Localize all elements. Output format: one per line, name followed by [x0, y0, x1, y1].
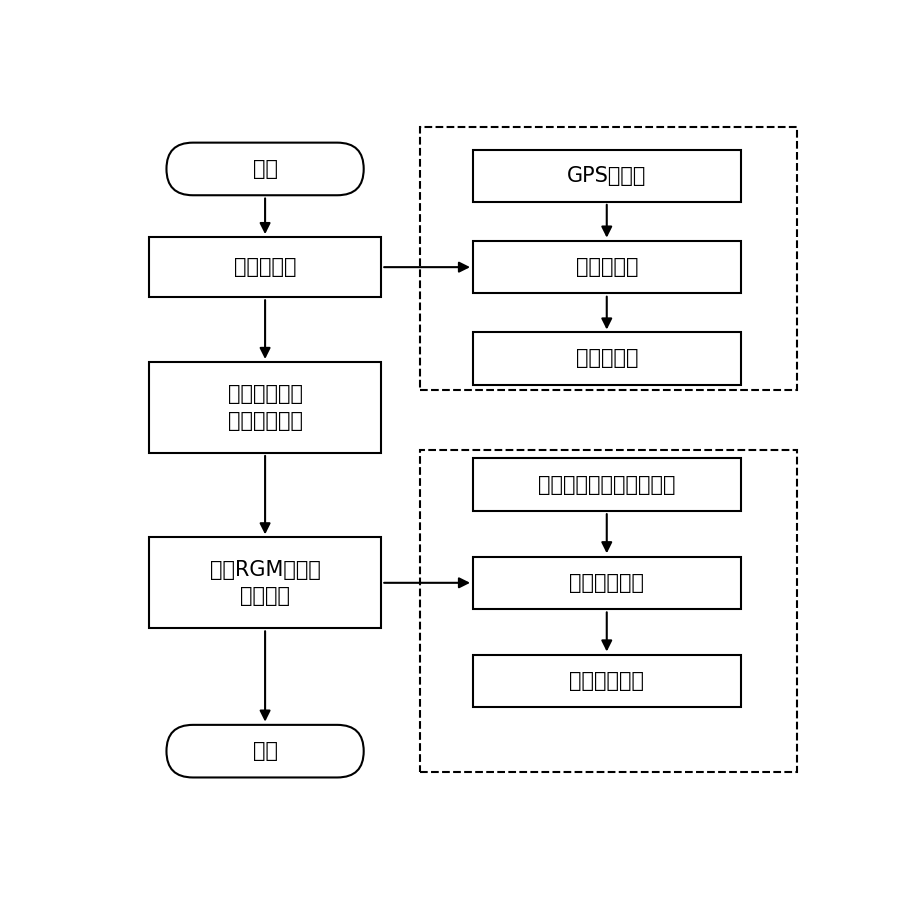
Text: 基于多尺度定
位的裂纹映射: 基于多尺度定 位的裂纹映射	[227, 384, 303, 431]
Text: 多尺度定位: 多尺度定位	[234, 257, 296, 277]
FancyBboxPatch shape	[473, 332, 741, 384]
Text: 图像级定位: 图像级定位	[575, 257, 638, 277]
FancyBboxPatch shape	[166, 725, 364, 777]
Bar	[420, 449, 797, 773]
Bar	[420, 127, 797, 390]
FancyBboxPatch shape	[149, 238, 382, 297]
Text: 像素级定位: 像素级定位	[575, 348, 638, 368]
FancyBboxPatch shape	[473, 241, 741, 293]
Text: 结束: 结束	[253, 742, 277, 762]
FancyBboxPatch shape	[473, 458, 741, 511]
Text: 基于RGM的历史
裂缝分析: 基于RGM的历史 裂缝分析	[210, 559, 321, 606]
FancyBboxPatch shape	[473, 149, 741, 202]
Text: 生长裂纹分析: 生长裂纹分析	[569, 671, 644, 691]
FancyBboxPatch shape	[166, 143, 364, 195]
Text: GPS初定位: GPS初定位	[567, 166, 646, 186]
Text: 高斯模型构建: 高斯模型构建	[569, 573, 644, 593]
FancyBboxPatch shape	[149, 362, 382, 453]
FancyBboxPatch shape	[149, 537, 382, 629]
Text: 开始: 开始	[253, 159, 277, 179]
Text: 历史裂纹灰度值分布分析: 历史裂纹灰度值分布分析	[538, 475, 675, 495]
FancyBboxPatch shape	[473, 557, 741, 609]
FancyBboxPatch shape	[473, 655, 741, 707]
